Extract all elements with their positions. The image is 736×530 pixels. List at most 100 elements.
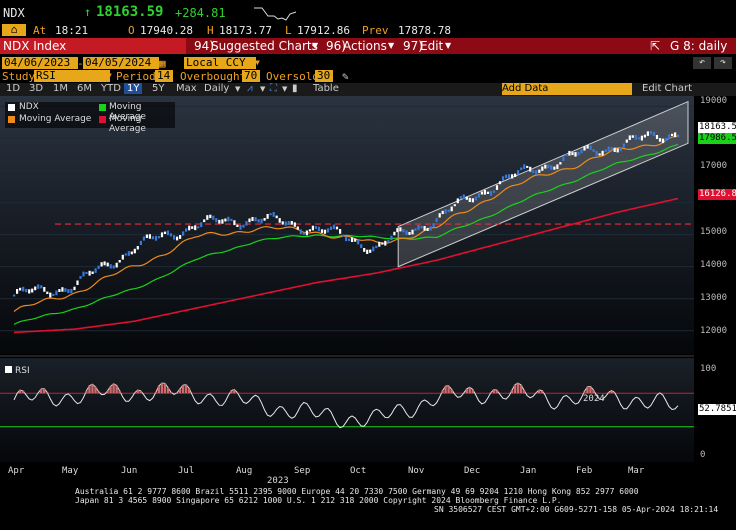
legend-label-ma-orange: Moving Average [19, 114, 92, 124]
price-candle [348, 238, 351, 242]
trend-channel[interactable] [397, 100, 689, 268]
price-candle [176, 236, 179, 241]
price-candle [529, 166, 532, 172]
table-button[interactable]: Table [313, 83, 339, 94]
price-candle [296, 226, 299, 230]
actions-chevron-icon[interactable]: ▼ [388, 41, 395, 50]
price-candle [610, 147, 613, 151]
calendar-icon[interactable]: ▦ [159, 57, 166, 70]
currency-select[interactable]: Local CCY [184, 57, 256, 69]
currency-chevron-icon[interactable]: ▼ [255, 58, 260, 67]
legend-label-ma-green: Moving Average [109, 102, 146, 122]
study-chevron-icon[interactable]: ▼ [107, 71, 112, 80]
period-1d[interactable]: 1D [6, 83, 21, 94]
price-candle [148, 234, 151, 239]
chart-type-chevron-icon[interactable]: ▼ [260, 85, 266, 93]
chart-icon[interactable]: ⌂ [2, 24, 26, 36]
price-candle [31, 288, 34, 293]
price-candle [100, 262, 103, 267]
price-candle [601, 150, 604, 156]
study-label: Study [2, 70, 36, 83]
x-year-2024: 2024 [583, 394, 605, 404]
price-candle [574, 152, 577, 157]
date-separator: - [77, 57, 84, 70]
period-1m[interactable]: 1M [53, 83, 68, 94]
price-candle [58, 289, 61, 292]
price-candle [245, 221, 248, 226]
ma-green-tag: 17986.52 [698, 133, 736, 144]
y-tick-15000: 15000 [700, 227, 728, 237]
suggested-chevron-icon[interactable]: ▼ [312, 41, 319, 50]
frequency-chevron-icon[interactable]: ▼ [235, 85, 241, 93]
price-candle [453, 204, 456, 207]
period-ytd[interactable]: YTD [101, 83, 121, 94]
period-3d[interactable]: 3D [29, 83, 44, 94]
x-tick-apr: Apr [8, 466, 25, 476]
export-icon[interactable]: ⇱ [650, 39, 661, 53]
start-date-input[interactable]: 04/06/2023 [2, 57, 78, 69]
price-candle [486, 191, 490, 194]
price-candle [671, 133, 674, 136]
study-select[interactable]: RSI [34, 70, 110, 82]
price-candle [251, 217, 254, 221]
end-date-input[interactable]: 04/05/2024 [83, 57, 159, 69]
price-candle [649, 130, 652, 135]
price-candle [157, 236, 161, 239]
price-candle [474, 196, 477, 201]
bars-icon[interactable]: ▮ [292, 83, 298, 94]
price-candle [544, 164, 547, 169]
period-6m[interactable]: 6M [77, 83, 92, 94]
price-candle [308, 229, 311, 232]
price-candle [511, 174, 514, 179]
security-field[interactable]: NDX Index [3, 39, 67, 53]
overbought-input[interactable]: 70 [242, 70, 260, 82]
period-selector: 1D 3D 1M 6M YTD 1Y 5Y Max Daily ▼ ⩘ ▼ ⛶ … [0, 83, 736, 96]
price-candle [556, 164, 559, 170]
layout-label[interactable]: G 8: daily [670, 39, 728, 53]
price-candle [106, 262, 109, 267]
price-candle [514, 173, 517, 177]
price-candle [287, 221, 290, 225]
oversold-input[interactable]: 30 [315, 70, 333, 82]
x-tick-oct: Oct [350, 466, 367, 476]
rsi-tick-100: 100 [700, 364, 717, 374]
period-5y[interactable]: 5Y [152, 83, 165, 94]
period-1y[interactable]: 1Y [124, 83, 143, 94]
price-candle [387, 240, 390, 243]
period-input[interactable]: 14 [155, 70, 173, 82]
y-tick-17000: 17000 [700, 161, 728, 171]
x-tick-aug: Aug [236, 466, 253, 476]
line-chart-icon[interactable]: ⩘ [247, 83, 253, 94]
zoom-chevron-icon[interactable]: ▼ [282, 85, 288, 93]
zoom-icon[interactable]: ⛶ [270, 83, 277, 94]
frequency-select[interactable]: Daily [204, 83, 230, 94]
moving-average-orange-line [13, 135, 679, 312]
price-candle [91, 271, 94, 274]
edit-button[interactable]: Edit [420, 39, 444, 53]
edit-chevron-icon[interactable]: ▼ [445, 41, 452, 50]
price-candle [571, 152, 574, 156]
price-candle [360, 244, 363, 248]
price-candle [311, 225, 314, 231]
x-tick-dec: Dec [464, 466, 481, 476]
last-price: 18163.59 [96, 4, 164, 20]
suggested-charts-button[interactable]: Suggested Charts [211, 39, 318, 53]
price-candle [314, 226, 317, 229]
price-candle [664, 137, 668, 141]
price-candle [435, 218, 438, 222]
pencil-icon[interactable]: ✎ [342, 70, 349, 83]
price-candle [266, 214, 269, 219]
period-max[interactable]: Max [176, 83, 197, 94]
price-candle [236, 224, 239, 227]
price-candle [417, 225, 420, 230]
actions-button[interactable]: Actions [343, 39, 387, 53]
add-data-input[interactable]: Add Data [502, 83, 632, 95]
price-change: +284.81 [175, 6, 226, 20]
edit-chart-button[interactable]: Edit Chart [642, 83, 693, 94]
redo-icon[interactable]: ↷ [714, 57, 732, 69]
ma-red-tag: 16126.82 [698, 189, 736, 200]
x-tick-mar: Mar [628, 466, 645, 476]
price-candle [450, 206, 453, 212]
price-candle [477, 193, 480, 198]
undo-icon[interactable]: ↶ [693, 57, 711, 69]
